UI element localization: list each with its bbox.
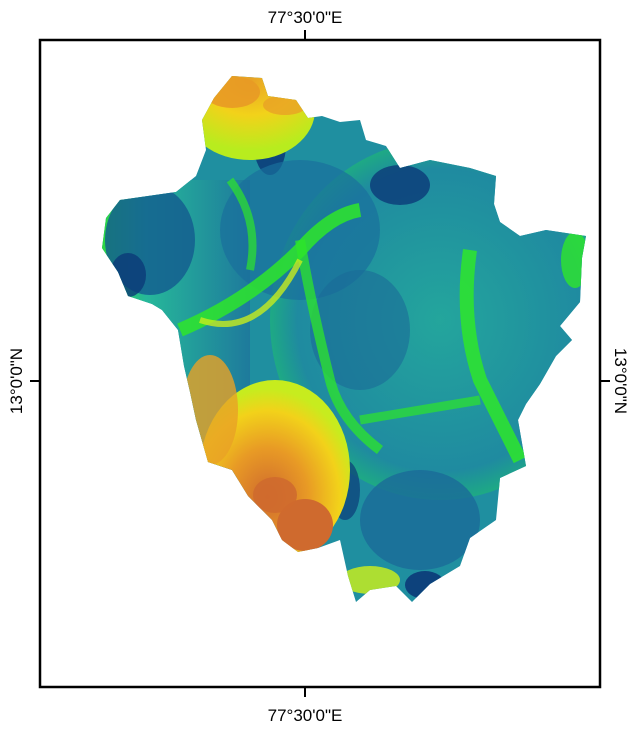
graticule-label-top: 77°30'0"E	[268, 8, 343, 27]
graticule-label-left: 13°0'0"N	[7, 348, 26, 414]
graticule-label-bottom: 77°30'0"E	[268, 706, 343, 725]
graticule-label-right: 13°0'0"N	[611, 348, 630, 414]
